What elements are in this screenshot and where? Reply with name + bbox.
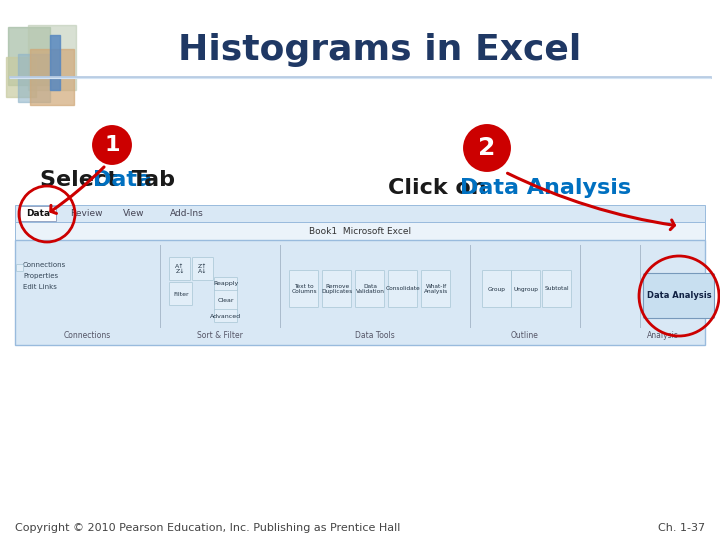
Bar bbox=[6, 57, 36, 97]
Bar bbox=[50, 35, 60, 90]
FancyBboxPatch shape bbox=[215, 289, 238, 310]
Circle shape bbox=[92, 125, 132, 165]
Text: Analysis: Analysis bbox=[647, 332, 679, 341]
FancyBboxPatch shape bbox=[169, 282, 192, 306]
Text: Subtotal: Subtotal bbox=[545, 287, 570, 292]
FancyBboxPatch shape bbox=[169, 258, 191, 280]
Text: Review: Review bbox=[70, 209, 102, 218]
FancyBboxPatch shape bbox=[15, 222, 705, 240]
Text: Data: Data bbox=[93, 170, 152, 190]
FancyBboxPatch shape bbox=[482, 271, 511, 307]
Text: Clear: Clear bbox=[217, 298, 234, 302]
Text: Histograms in Excel: Histograms in Excel bbox=[179, 33, 582, 67]
Text: Consolidate: Consolidate bbox=[386, 287, 420, 292]
Text: View: View bbox=[123, 209, 145, 218]
FancyBboxPatch shape bbox=[215, 278, 238, 291]
Bar bbox=[8, 27, 50, 85]
Text: Remove
Duplicates: Remove Duplicates bbox=[321, 284, 353, 294]
FancyBboxPatch shape bbox=[542, 271, 572, 307]
Text: Data Analysis: Data Analysis bbox=[647, 292, 711, 300]
Text: Tab: Tab bbox=[124, 170, 175, 190]
Text: Properties: Properties bbox=[23, 273, 58, 279]
Text: Copyright © 2010 Pearson Education, Inc. Publishing as Prentice Hall: Copyright © 2010 Pearson Education, Inc.… bbox=[15, 523, 400, 533]
Text: Data Tools: Data Tools bbox=[355, 332, 395, 341]
Text: Ch. 1-37: Ch. 1-37 bbox=[658, 523, 705, 533]
FancyBboxPatch shape bbox=[17, 265, 24, 272]
FancyBboxPatch shape bbox=[421, 271, 451, 307]
Text: Reapply: Reapply bbox=[213, 281, 238, 287]
Text: Group: Group bbox=[488, 287, 506, 292]
FancyBboxPatch shape bbox=[20, 206, 56, 221]
FancyBboxPatch shape bbox=[289, 271, 318, 307]
Bar bbox=[30, 49, 74, 105]
Bar bbox=[18, 54, 50, 102]
Text: Sort & Filter: Sort & Filter bbox=[197, 332, 243, 341]
Text: Book1  Microsoft Excel: Book1 Microsoft Excel bbox=[309, 226, 411, 235]
Text: Connections: Connections bbox=[23, 262, 66, 268]
Text: Z↑
A↓: Z↑ A↓ bbox=[198, 264, 208, 274]
Text: Ungroup: Ungroup bbox=[513, 287, 539, 292]
Text: Advanced: Advanced bbox=[210, 314, 242, 319]
FancyBboxPatch shape bbox=[644, 273, 714, 319]
Text: 1: 1 bbox=[104, 135, 120, 155]
FancyBboxPatch shape bbox=[511, 271, 541, 307]
Bar bbox=[28, 25, 76, 90]
Circle shape bbox=[463, 124, 511, 172]
FancyBboxPatch shape bbox=[192, 258, 214, 280]
Text: Data: Data bbox=[26, 209, 50, 218]
Text: Filter: Filter bbox=[174, 292, 189, 296]
Text: Edit Links: Edit Links bbox=[23, 284, 57, 290]
Text: A↑
Z↓: A↑ Z↓ bbox=[175, 264, 185, 274]
Text: Outline: Outline bbox=[511, 332, 539, 341]
Text: Data
Validation: Data Validation bbox=[356, 284, 384, 294]
Text: Click on: Click on bbox=[388, 178, 495, 198]
Text: Data Analysis: Data Analysis bbox=[460, 178, 631, 198]
FancyBboxPatch shape bbox=[15, 240, 705, 345]
FancyBboxPatch shape bbox=[215, 309, 238, 322]
FancyBboxPatch shape bbox=[356, 271, 384, 307]
Text: Connections: Connections bbox=[63, 332, 111, 341]
Text: Select: Select bbox=[40, 170, 125, 190]
FancyBboxPatch shape bbox=[389, 271, 418, 307]
FancyBboxPatch shape bbox=[15, 205, 705, 222]
FancyBboxPatch shape bbox=[323, 271, 351, 307]
Text: What-If
Analysis: What-If Analysis bbox=[424, 284, 448, 294]
Text: 2: 2 bbox=[478, 136, 495, 160]
Text: Text to
Columns: Text to Columns bbox=[291, 284, 317, 294]
Text: Add-Ins: Add-Ins bbox=[170, 209, 204, 218]
